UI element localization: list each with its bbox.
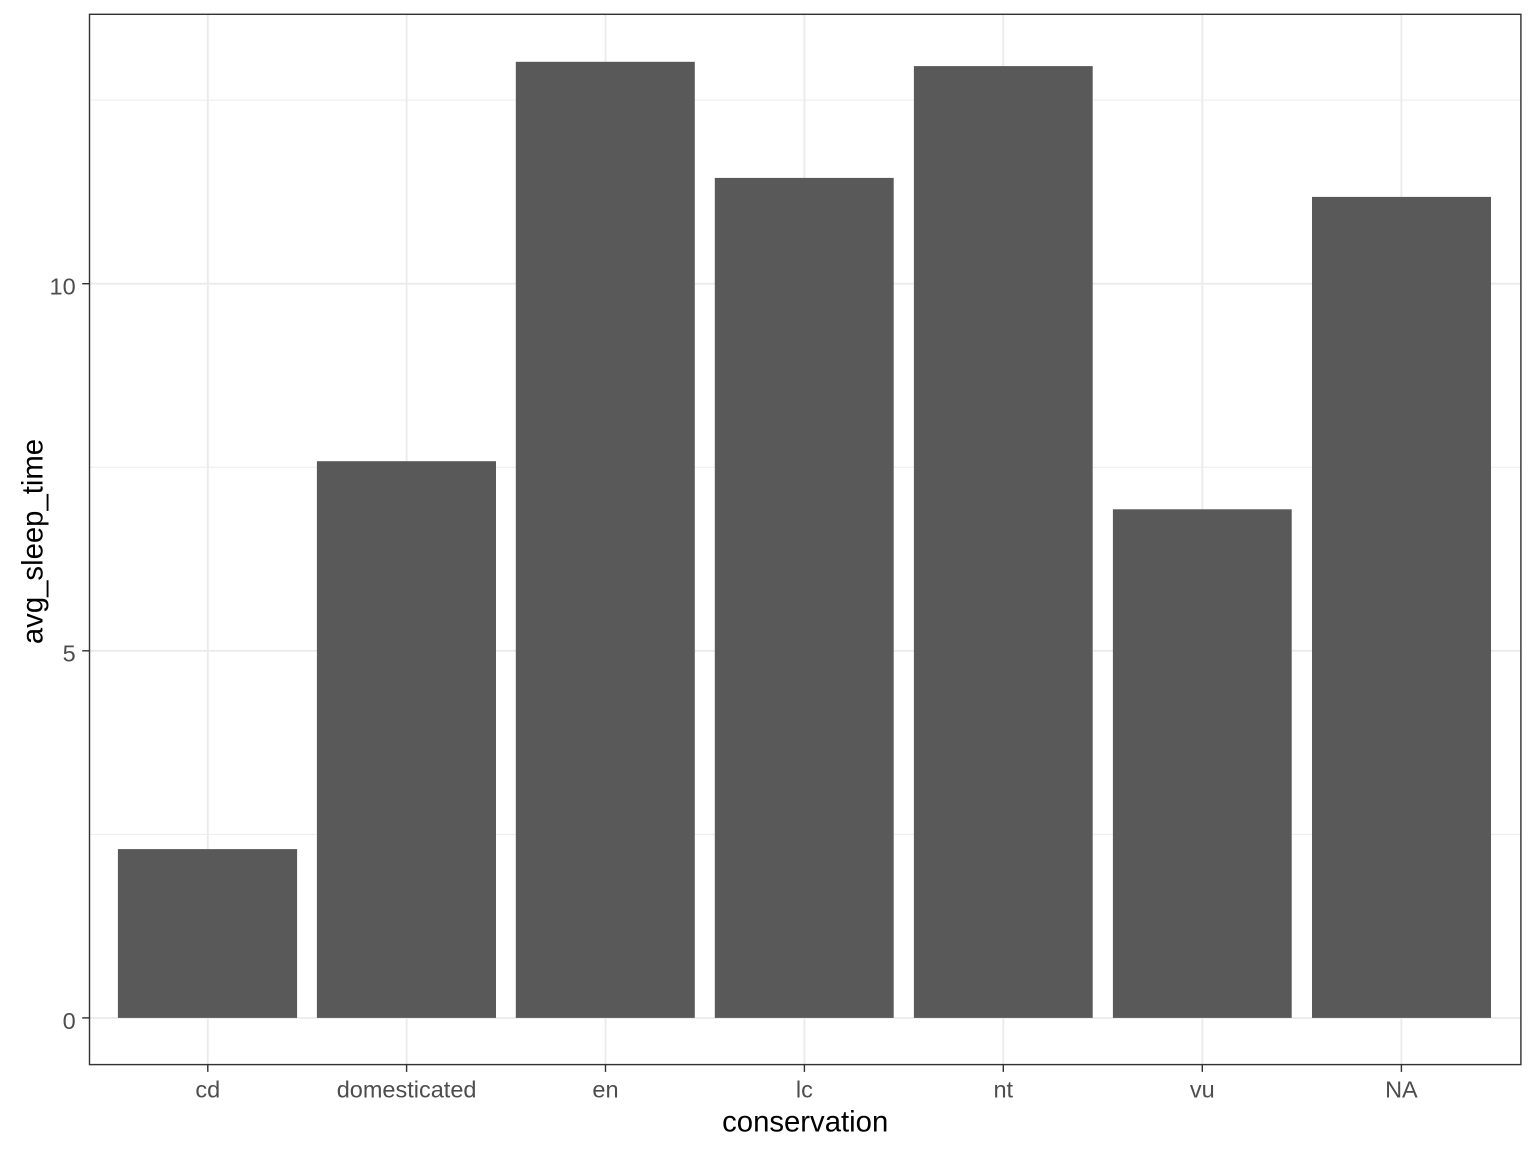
svg-text:domesticated: domesticated [337,1077,477,1103]
svg-text:5: 5 [63,641,76,667]
svg-text:10: 10 [50,274,76,300]
svg-text:NA: NA [1385,1077,1418,1103]
svg-text:0: 0 [63,1008,76,1034]
svg-text:avg_sleep_time: avg_sleep_time [16,439,49,644]
svg-text:nt: nt [993,1077,1013,1103]
svg-text:vu: vu [1190,1077,1215,1103]
svg-text:en: en [592,1077,618,1103]
svg-text:cd: cd [195,1077,220,1103]
svg-text:lc: lc [796,1077,813,1103]
svg-text:conservation: conservation [722,1106,888,1139]
